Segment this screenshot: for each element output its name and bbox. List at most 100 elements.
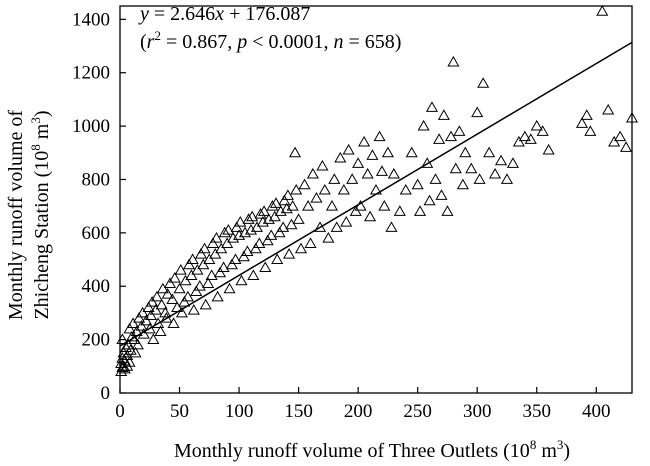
y-tick-label: 800 bbox=[82, 169, 111, 190]
data-point bbox=[429, 173, 442, 184]
data-point bbox=[542, 143, 555, 155]
data-point bbox=[417, 119, 430, 131]
data-point bbox=[302, 199, 315, 211]
data-point bbox=[381, 146, 394, 158]
data-point bbox=[411, 178, 424, 190]
data-point bbox=[235, 274, 248, 286]
data-point bbox=[215, 242, 228, 254]
data-point bbox=[318, 183, 331, 195]
data-point bbox=[234, 215, 247, 227]
data-point bbox=[584, 125, 597, 136]
data-point bbox=[387, 167, 400, 179]
data-point bbox=[269, 197, 283, 208]
equation-line-1: y = 2.646x + 176.087 bbox=[138, 3, 310, 25]
data-point bbox=[298, 178, 311, 190]
x-tick-label: 300 bbox=[463, 401, 492, 422]
data-point bbox=[337, 183, 350, 195]
data-point bbox=[205, 269, 218, 280]
data-point bbox=[118, 362, 131, 374]
data-point bbox=[185, 269, 198, 280]
data-point bbox=[575, 117, 589, 128]
data-point bbox=[352, 157, 365, 168]
data-point bbox=[150, 290, 163, 302]
data-point bbox=[186, 253, 199, 264]
data-point bbox=[146, 296, 159, 307]
data-point bbox=[316, 159, 329, 171]
data-point bbox=[340, 215, 353, 227]
data-point bbox=[250, 221, 263, 232]
data-point bbox=[161, 288, 174, 299]
data-point bbox=[143, 322, 156, 334]
data-point bbox=[477, 77, 490, 88]
y-axis-title: Monthly runoff volume of Zhicheng Statio… bbox=[5, 110, 53, 321]
data-point bbox=[361, 167, 374, 179]
y-tick-label: 1200 bbox=[72, 63, 110, 84]
data-point bbox=[313, 221, 327, 232]
data-point bbox=[288, 146, 302, 158]
data-point bbox=[206, 237, 219, 248]
data-point bbox=[194, 248, 208, 259]
data-point bbox=[281, 189, 294, 200]
y-tick-label: 1400 bbox=[72, 9, 110, 30]
data-point bbox=[241, 245, 254, 256]
data-point bbox=[256, 215, 269, 227]
data-point bbox=[203, 253, 216, 264]
x-tick-label: 250 bbox=[403, 401, 432, 422]
data-point bbox=[222, 223, 235, 235]
data-point bbox=[202, 277, 215, 288]
y-tick-label: 600 bbox=[82, 223, 111, 244]
data-point bbox=[405, 146, 418, 158]
data-point bbox=[271, 253, 284, 264]
data-point bbox=[306, 167, 319, 179]
data-point bbox=[154, 325, 167, 337]
data-point bbox=[159, 306, 172, 318]
data-point bbox=[265, 229, 278, 240]
data-point bbox=[197, 258, 210, 270]
data-point bbox=[471, 106, 484, 118]
data-point bbox=[444, 130, 458, 142]
data-point bbox=[123, 356, 136, 367]
regression-line bbox=[119, 41, 633, 347]
data-point bbox=[625, 111, 639, 123]
data-point bbox=[435, 189, 448, 200]
data-point bbox=[121, 349, 134, 361]
x-tick-label: 100 bbox=[225, 401, 254, 422]
data-points bbox=[115, 5, 639, 377]
data-point bbox=[182, 258, 196, 270]
data-point bbox=[217, 261, 230, 272]
data-point bbox=[135, 320, 148, 331]
data-point bbox=[483, 146, 496, 158]
data-point bbox=[173, 282, 186, 294]
data-point bbox=[473, 173, 486, 184]
x-tick-label: 150 bbox=[284, 401, 313, 422]
data-point bbox=[385, 221, 398, 232]
data-point bbox=[129, 346, 142, 358]
x-tick-label: 0 bbox=[115, 401, 125, 422]
data-point bbox=[211, 290, 224, 302]
ticks: 0 50 100 150 200 250 300 350 400 0 200 400 600 800 100… bbox=[72, 9, 611, 422]
data-point bbox=[261, 234, 274, 246]
data-point bbox=[608, 135, 621, 147]
data-point bbox=[246, 210, 259, 222]
data-point bbox=[363, 210, 377, 222]
data-point bbox=[274, 205, 287, 216]
data-point bbox=[191, 264, 204, 275]
data-point bbox=[283, 248, 296, 259]
x-axis-title: Monthly runoff volume of Three Outlets (… bbox=[174, 437, 570, 462]
data-point bbox=[310, 191, 323, 203]
data-point bbox=[580, 109, 593, 120]
data-point bbox=[163, 277, 177, 288]
data-point bbox=[199, 298, 212, 310]
data-point bbox=[619, 141, 633, 152]
data-point bbox=[124, 344, 137, 355]
data-point bbox=[253, 237, 266, 248]
data-point bbox=[178, 296, 191, 307]
data-point bbox=[221, 237, 234, 248]
data-point bbox=[262, 213, 275, 224]
data-point bbox=[423, 194, 436, 206]
data-point bbox=[334, 151, 347, 163]
data-point bbox=[174, 264, 187, 275]
data-point bbox=[233, 229, 246, 240]
data-point bbox=[358, 135, 371, 147]
data-point bbox=[266, 199, 279, 211]
